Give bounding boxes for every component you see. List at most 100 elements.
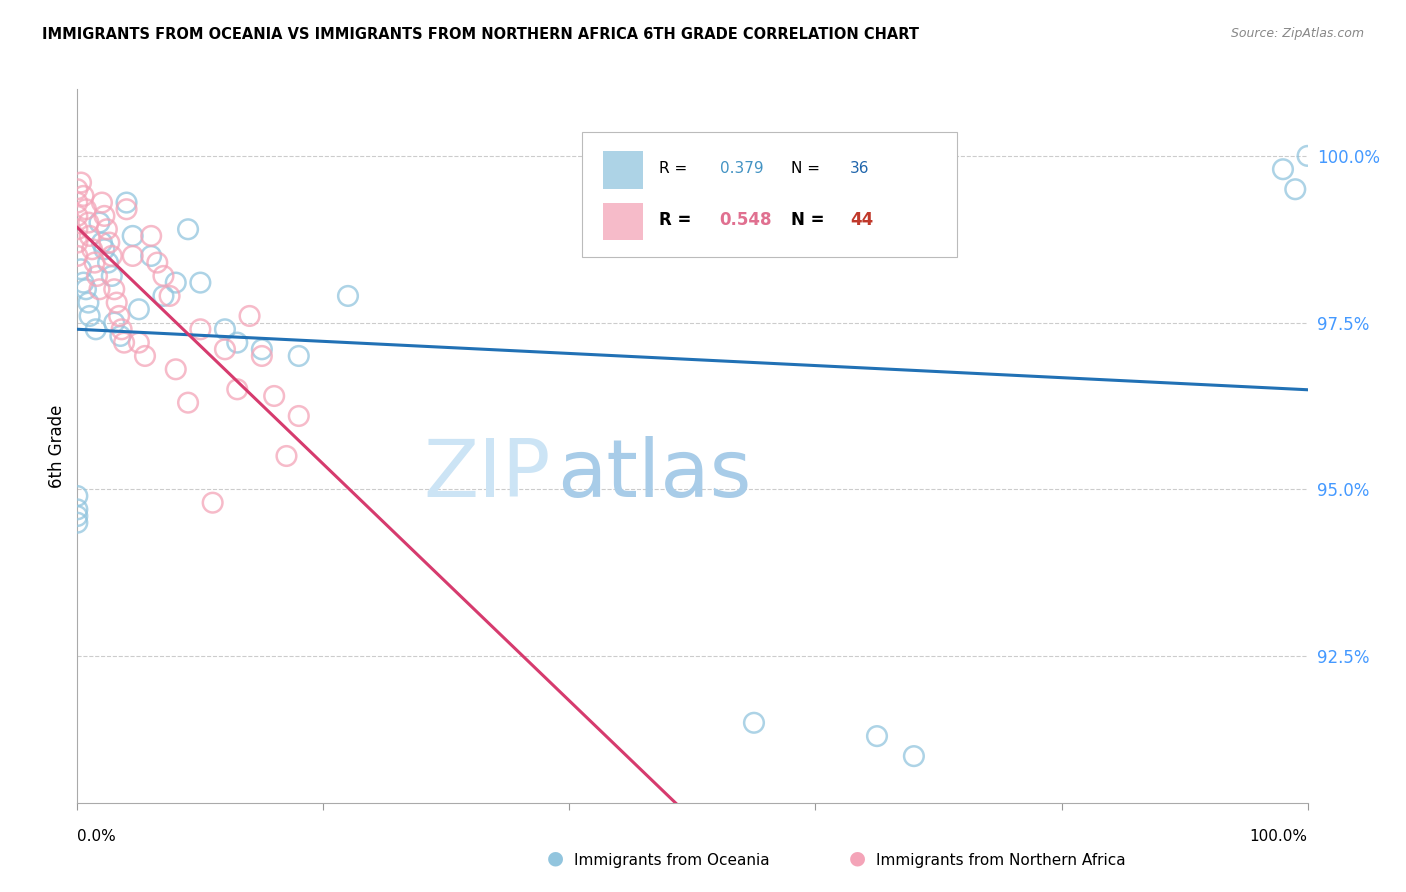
Point: [93, 209, 115, 223]
Text: IMMIGRANTS FROM OCEANIA VS IMMIGRANTS FROM NORTHERN AFRICA 6TH GRADE CORRELATION: IMMIGRANTS FROM OCEANIA VS IMMIGRANTS FR…: [42, 27, 920, 42]
Point: [75, 282, 97, 296]
Point: [165, 276, 187, 290]
Point: [226, 382, 249, 396]
Text: ●: ●: [547, 848, 564, 867]
Point: [177, 395, 200, 409]
Point: [146, 255, 169, 269]
Point: [141, 228, 163, 243]
Y-axis label: 6th Grade: 6th Grade: [48, 404, 66, 488]
Point: [128, 302, 150, 317]
Text: ●: ●: [849, 848, 866, 867]
Point: [250, 343, 273, 357]
Text: R =: R =: [659, 161, 692, 176]
Point: [111, 322, 132, 336]
Point: [1296, 149, 1319, 163]
Point: [66, 509, 89, 524]
Point: [66, 222, 89, 236]
Point: [128, 335, 150, 350]
Point: [66, 209, 89, 223]
Point: [86, 268, 108, 283]
Point: [141, 249, 163, 263]
Point: [152, 289, 174, 303]
Text: 100.0%: 100.0%: [1250, 830, 1308, 845]
Point: [89, 282, 111, 296]
Text: Immigrants from Oceania: Immigrants from Oceania: [574, 853, 769, 868]
Point: [263, 389, 285, 403]
Point: [214, 322, 236, 336]
FancyBboxPatch shape: [582, 132, 957, 257]
Bar: [603, 202, 644, 240]
Point: [66, 195, 89, 210]
Point: [742, 715, 765, 730]
Point: [89, 216, 111, 230]
Point: [159, 289, 181, 303]
Point: [121, 249, 143, 263]
Text: R =: R =: [659, 211, 697, 229]
Text: N =: N =: [792, 161, 825, 176]
Point: [70, 176, 93, 190]
Point: [97, 255, 120, 269]
Point: [98, 235, 121, 250]
Point: [250, 349, 273, 363]
Point: [84, 322, 107, 336]
Point: [66, 489, 89, 503]
Point: [108, 309, 131, 323]
Point: [83, 255, 105, 269]
Point: [1284, 182, 1306, 196]
Point: [112, 335, 135, 350]
Point: [93, 242, 115, 256]
Text: Source: ZipAtlas.com: Source: ZipAtlas.com: [1230, 27, 1364, 40]
Point: [121, 228, 143, 243]
Point: [79, 309, 101, 323]
Point: [103, 282, 125, 296]
Point: [66, 249, 89, 263]
Point: [276, 449, 298, 463]
Point: [75, 202, 97, 217]
Text: N =: N =: [792, 211, 830, 229]
Point: [1272, 162, 1295, 177]
Point: [134, 349, 156, 363]
Point: [165, 362, 187, 376]
Point: [101, 268, 124, 283]
Point: [110, 329, 132, 343]
Point: [72, 189, 94, 203]
Point: [201, 496, 224, 510]
Point: [214, 343, 236, 357]
Point: [288, 349, 311, 363]
Point: [70, 262, 93, 277]
Point: [288, 409, 311, 423]
Text: ZIP: ZIP: [423, 435, 551, 514]
Point: [72, 276, 94, 290]
Point: [101, 249, 124, 263]
Point: [188, 276, 212, 290]
Point: [66, 182, 89, 196]
Point: [115, 195, 138, 210]
Point: [866, 729, 889, 743]
Point: [66, 502, 89, 516]
Point: [239, 309, 262, 323]
Point: [77, 295, 100, 310]
Point: [903, 749, 925, 764]
Point: [66, 235, 89, 250]
Point: [90, 235, 114, 250]
Text: Immigrants from Northern Africa: Immigrants from Northern Africa: [876, 853, 1126, 868]
Bar: [603, 151, 644, 188]
Point: [66, 516, 89, 530]
Point: [152, 268, 174, 283]
Point: [79, 228, 101, 243]
Text: 0.379: 0.379: [720, 161, 763, 176]
Point: [188, 322, 212, 336]
Text: 44: 44: [851, 211, 873, 229]
Point: [90, 195, 114, 210]
Point: [103, 316, 125, 330]
Point: [115, 202, 138, 217]
Text: 0.548: 0.548: [720, 211, 772, 229]
Text: 36: 36: [851, 161, 869, 176]
Point: [226, 335, 249, 350]
Point: [82, 242, 104, 256]
Point: [96, 222, 118, 236]
Text: atlas: atlas: [557, 435, 751, 514]
Point: [105, 295, 128, 310]
Text: 0.0%: 0.0%: [77, 830, 117, 845]
Point: [337, 289, 360, 303]
